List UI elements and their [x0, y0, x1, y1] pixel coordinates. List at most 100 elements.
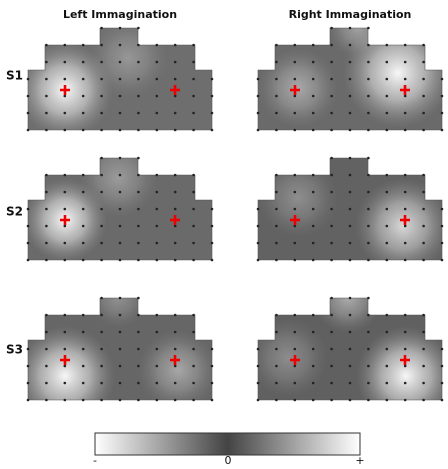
- electrode: [45, 313, 48, 317]
- electrode: [367, 111, 370, 115]
- electrode: [192, 313, 195, 317]
- electrode: [63, 364, 67, 368]
- electrode: [293, 313, 297, 317]
- electrode: [367, 173, 370, 177]
- electrode: [367, 26, 370, 30]
- electrode: [311, 111, 315, 115]
- electrode: [311, 330, 315, 334]
- electrode: [311, 43, 315, 47]
- hotspot: [78, 158, 158, 218]
- electrode: [45, 111, 48, 115]
- electrode: [81, 398, 85, 402]
- electrode: [311, 224, 315, 228]
- map-fill: [28, 298, 212, 400]
- electrode: [45, 128, 48, 132]
- electrode: [385, 94, 389, 98]
- colorbar: [94, 432, 361, 456]
- electrode: [348, 224, 352, 228]
- electrode: [81, 313, 85, 317]
- electrode: [192, 381, 195, 385]
- electrode: [26, 207, 30, 211]
- electrode: [155, 77, 159, 81]
- electrode: [275, 258, 278, 262]
- electrode: [385, 313, 389, 317]
- electrode: [137, 26, 140, 30]
- electrode: [63, 224, 67, 228]
- electrode: [192, 224, 195, 228]
- map-fill: [258, 298, 442, 400]
- electrode: [348, 94, 352, 98]
- electrode: [275, 43, 278, 47]
- electrode: [367, 330, 370, 334]
- row-label: S2: [6, 205, 23, 219]
- electrode: [63, 381, 67, 385]
- electrode: [26, 128, 30, 132]
- hotspot: [258, 318, 328, 398]
- electrode: [63, 77, 67, 81]
- electrode: [403, 190, 407, 194]
- electrode: [275, 173, 278, 177]
- electrode: [385, 241, 389, 245]
- electrode: [155, 330, 159, 334]
- electrode: [330, 77, 333, 81]
- electrode: [45, 190, 48, 194]
- electrode: [45, 381, 48, 385]
- electrode: [330, 224, 333, 228]
- electrode: [275, 207, 278, 211]
- electrode: [137, 330, 140, 334]
- electrode: [155, 241, 159, 245]
- electrode: [330, 364, 333, 368]
- electrode: [173, 77, 177, 81]
- electrode: [348, 330, 352, 334]
- electrode: [256, 398, 260, 402]
- colorbar-mid: 0: [225, 454, 232, 467]
- electrode: [81, 128, 85, 132]
- electrode: [440, 347, 444, 351]
- electrode: [137, 296, 140, 300]
- electrode: [367, 347, 370, 351]
- electrode: [348, 381, 352, 385]
- electrode: [210, 128, 214, 132]
- electrode: [192, 111, 195, 115]
- hotspot: [356, 326, 442, 400]
- electrode: [293, 347, 297, 351]
- electrode: [275, 364, 278, 368]
- electrode: [275, 94, 278, 98]
- hotspot: [258, 158, 338, 238]
- electrode: [403, 364, 407, 368]
- electrode: [440, 111, 444, 115]
- electrode: [100, 111, 103, 115]
- electrode: [330, 241, 333, 245]
- electrode: [348, 313, 352, 317]
- electrode: [118, 241, 122, 245]
- electrode: [403, 330, 407, 334]
- electrode: [155, 258, 159, 262]
- red-cross: [170, 85, 180, 95]
- electrode: [367, 313, 370, 317]
- electrode: [330, 330, 333, 334]
- electrode: [137, 173, 140, 177]
- electrode: [330, 173, 333, 177]
- electrode: [403, 224, 407, 228]
- electrode: [275, 241, 278, 245]
- electrode: [403, 111, 407, 115]
- electrode: [192, 77, 195, 81]
- electrode: [100, 347, 103, 351]
- electrode: [348, 398, 352, 402]
- electrode: [100, 313, 103, 317]
- scalp-map: [256, 296, 444, 402]
- electrode: [403, 381, 407, 385]
- electrode: [440, 77, 444, 81]
- maps: [26, 26, 444, 402]
- electrode: [118, 347, 122, 351]
- electrode: [311, 190, 315, 194]
- electrode: [45, 241, 48, 245]
- electrode: [192, 241, 195, 245]
- electrode: [26, 381, 30, 385]
- electrode: [385, 347, 389, 351]
- electrode: [100, 258, 103, 262]
- red-cross: [290, 355, 300, 365]
- electrode: [45, 398, 48, 402]
- electrode: [330, 381, 333, 385]
